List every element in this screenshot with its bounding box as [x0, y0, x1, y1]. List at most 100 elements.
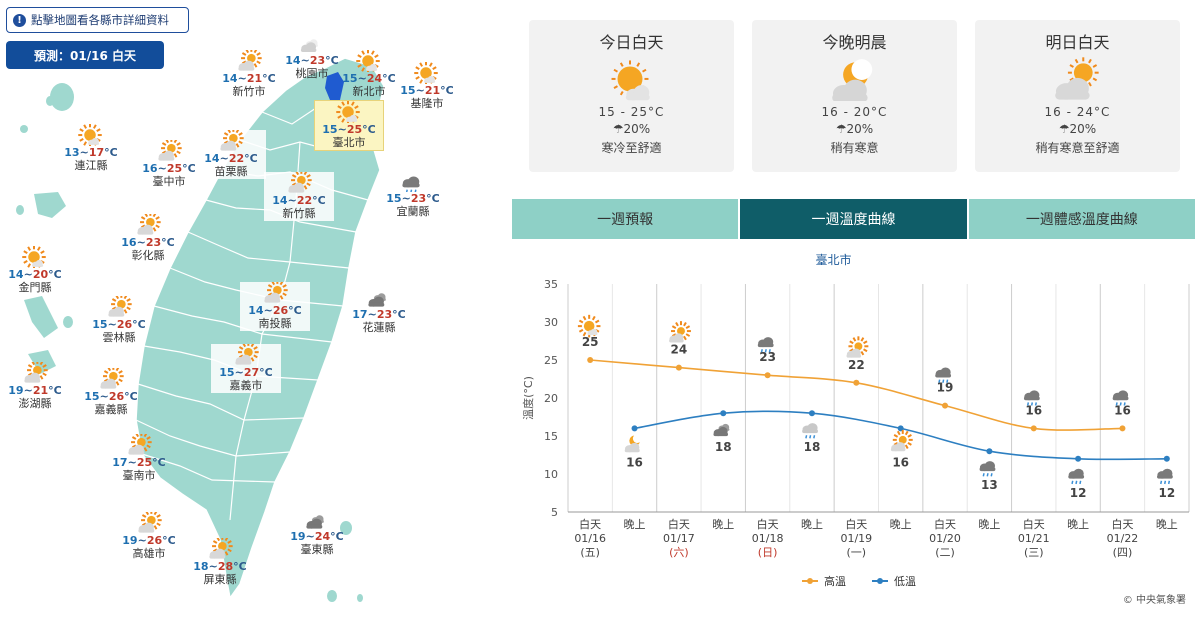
- data-label: 16: [626, 455, 643, 469]
- city-temp: 15~23°C: [386, 192, 440, 205]
- city-temp: 15~21°C: [400, 84, 454, 97]
- map-hint-button[interactable]: ! 點擊地圖看各縣市詳細資料: [6, 7, 189, 33]
- sunny-icon: [78, 124, 102, 146]
- city-hsinchu-county[interactable]: 14~22°C 新竹縣: [264, 172, 334, 221]
- city-taoyuan[interactable]: 14~23°C 桃園市: [277, 32, 347, 81]
- data-point: [1030, 425, 1037, 432]
- city-temp: 16~25°C: [142, 162, 196, 175]
- city-kaohsiung[interactable]: 19~26°C 高雄市: [114, 512, 184, 561]
- y-tick-label: 30: [544, 316, 558, 329]
- partly-cloudy-icon: [100, 368, 124, 389]
- city-nantou[interactable]: 14~26°C 南投縣: [240, 282, 310, 331]
- city-hualien[interactable]: 17~23°C 花蓮縣: [344, 286, 414, 335]
- partly-cloudy-icon: [24, 362, 48, 383]
- data-point: [853, 379, 860, 386]
- summary-card-1: 今晚明晨 16 - 20°C ☂20% 稍有寒意: [752, 20, 957, 172]
- data-point: [1075, 455, 1082, 462]
- partly-cloudy-icon: [1054, 57, 1099, 100]
- taiwan-map-panel: ! 點擊地圖看各縣市詳細資料 預測：01/16 白天 14~23°C 桃園市 15~…: [0, 0, 500, 622]
- city-name: 花蓮縣: [362, 321, 396, 334]
- x-tick-period: 白天: [579, 517, 601, 531]
- partly-cloudy-icon: [288, 172, 312, 193]
- city-taitung[interactable]: 19~24°C 臺東縣: [282, 508, 352, 557]
- data-point: [1163, 455, 1170, 462]
- x-tick-date: 01/17: [663, 532, 695, 545]
- data-label: 24: [671, 343, 688, 357]
- outlying-islands[interactable]: [16, 83, 363, 602]
- city-temp: 15~24°C: [342, 72, 396, 85]
- city-yilan[interactable]: 15~23°C 宜蘭縣: [378, 170, 448, 219]
- x-tick-date: 01/19: [840, 532, 872, 545]
- x-tick-period: 晚上: [801, 518, 823, 531]
- data-label: 19: [937, 381, 954, 395]
- city-taichung[interactable]: 16~25°C 臺中市: [134, 140, 204, 189]
- city-changhua[interactable]: 16~23°C 彰化縣: [113, 214, 183, 263]
- city-penghu[interactable]: 19~21°C 澎湖縣: [0, 362, 70, 411]
- partly-cloudy-icon: [158, 140, 182, 161]
- rain-icon: [1157, 468, 1173, 485]
- data-point: [897, 425, 904, 432]
- city-name: 澎湖縣: [18, 397, 52, 410]
- partly-cloudy-icon: [890, 429, 913, 452]
- partly-cloudy-icon: [238, 50, 262, 71]
- rain-icon: [1068, 468, 1085, 485]
- card-comfort: 寒冷至舒適: [601, 141, 662, 155]
- tab-label: 一週體感溫度曲線: [1025, 212, 1138, 228]
- copyright: © 中央氣象署: [1122, 595, 1186, 606]
- data-point: [1119, 425, 1126, 432]
- city-chiayi-county[interactable]: 15~26°C 嘉義縣: [76, 368, 146, 417]
- x-tick-date: 01/21: [1018, 532, 1050, 545]
- sunny-icon: [414, 62, 438, 84]
- city-kinmen[interactable]: 14~20°C 金門縣: [0, 246, 70, 295]
- moon-cloud-icon: [831, 59, 872, 101]
- tab-weekly-forecast[interactable]: 一週預報: [512, 199, 739, 239]
- x-tick-period: 白天: [845, 517, 867, 531]
- partly-cloudy-icon: [138, 512, 162, 533]
- city-pingtung[interactable]: 18~28°C 屏東縣: [185, 538, 255, 587]
- city-hsinchu-city[interactable]: 14~21°C 新竹市: [214, 50, 284, 99]
- city-tainan[interactable]: 17~25°C 臺南市: [104, 434, 174, 483]
- city-miaoli[interactable]: 14~22°C 苗栗縣: [196, 130, 266, 179]
- city-temp: 19~24°C: [290, 530, 344, 543]
- city-name: 臺南市: [122, 469, 156, 482]
- rain-icon: [979, 461, 996, 477]
- x-tick-weekday: (四): [1113, 546, 1133, 559]
- city-chiayi-city[interactable]: 15~27°C 嘉義市: [211, 344, 281, 393]
- y-tick-label: 25: [544, 354, 558, 367]
- city-name: 彰化縣: [131, 249, 165, 262]
- dark-cloud-icon: [368, 293, 386, 307]
- city-taipei[interactable]: 15~25°C 臺北市: [314, 100, 384, 151]
- partly-cloudy-icon: [128, 434, 152, 455]
- x-tick-weekday: (一): [847, 546, 867, 559]
- city-keelung[interactable]: 15~21°C 基隆市: [392, 62, 462, 111]
- dark-cloud-icon: [306, 515, 324, 529]
- city-name: 雲林縣: [102, 331, 136, 344]
- data-point: [675, 364, 682, 371]
- taipei-highlight[interactable]: [325, 72, 344, 100]
- x-tick-period: 白天: [1023, 517, 1045, 531]
- city-temp: 15~26°C: [84, 390, 138, 403]
- data-point: [986, 448, 993, 455]
- city-newtaipei[interactable]: 15~24°C 新北市: [334, 50, 404, 99]
- data-label: 16: [892, 455, 909, 469]
- data-label: 12: [1070, 486, 1087, 500]
- city-temp: 14~22°C: [272, 194, 326, 207]
- x-tick-period: 白天: [757, 517, 779, 531]
- city-yunlin[interactable]: 15~26°C 雲林縣: [84, 296, 154, 345]
- sunny-icon: [336, 101, 360, 123]
- forecast-time-text: 預測：01/16 白天: [34, 48, 136, 63]
- moon-cloud-icon: [624, 434, 642, 453]
- tab-weekly-temperature[interactable]: 一週溫度曲線: [740, 199, 967, 239]
- tab-label: 一週預報: [597, 212, 654, 228]
- tab-weekly-apparent-temperature[interactable]: 一週體感溫度曲線: [968, 199, 1195, 239]
- x-tick-period: 晚上: [712, 518, 734, 531]
- city-name: 嘉義縣: [94, 403, 128, 416]
- partly-cloudy-icon: [846, 336, 869, 358]
- city-temp: 14~20°C: [8, 268, 62, 281]
- city-lienchiang[interactable]: 13~17°C 連江縣: [56, 124, 126, 173]
- rain-icon: [402, 176, 420, 192]
- city-name: 臺北市: [332, 136, 366, 149]
- card-title: 明日白天: [1045, 33, 1110, 52]
- x-tick-period: 白天: [668, 517, 690, 531]
- x-tick-date: 01/20: [929, 532, 961, 545]
